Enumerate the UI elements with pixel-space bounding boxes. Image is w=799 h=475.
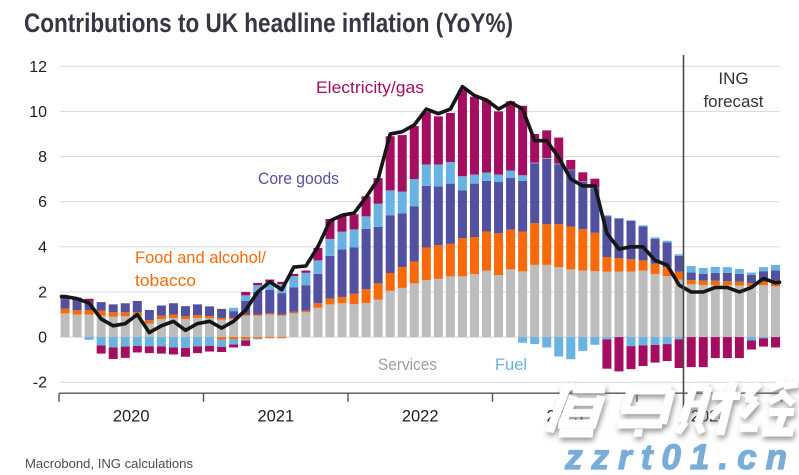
svg-text:12: 12 xyxy=(29,59,47,76)
svg-text:tobacco: tobacco xyxy=(135,271,196,290)
svg-text:2021: 2021 xyxy=(257,408,294,426)
svg-text:Services: Services xyxy=(378,355,437,374)
svg-text:Macrobond, ING calculations: Macrobond, ING calculations xyxy=(25,456,193,471)
svg-text:2022: 2022 xyxy=(402,408,439,426)
svg-text:ING: ING xyxy=(718,69,748,88)
svg-text:0: 0 xyxy=(38,330,47,347)
svg-text:6: 6 xyxy=(38,194,47,211)
svg-text:2: 2 xyxy=(38,285,47,302)
svg-text:zzrt01.cn: zzrt01.cn xyxy=(564,438,787,475)
svg-text:4: 4 xyxy=(38,239,47,256)
svg-text:Contributions to UK headline i: Contributions to UK headline inflation (… xyxy=(24,8,513,38)
svg-text:forecast: forecast xyxy=(704,92,764,111)
svg-text:2020: 2020 xyxy=(113,408,150,426)
svg-text:8: 8 xyxy=(38,149,47,166)
svg-text:Electricity/gas: Electricity/gas xyxy=(316,78,424,97)
svg-text:Core goods: Core goods xyxy=(258,169,339,188)
svg-text:Fuel: Fuel xyxy=(495,355,527,374)
svg-text:Food and alcohol/: Food and alcohol/ xyxy=(135,248,266,267)
svg-text:10: 10 xyxy=(29,104,47,121)
svg-text:-2: -2 xyxy=(33,375,47,392)
